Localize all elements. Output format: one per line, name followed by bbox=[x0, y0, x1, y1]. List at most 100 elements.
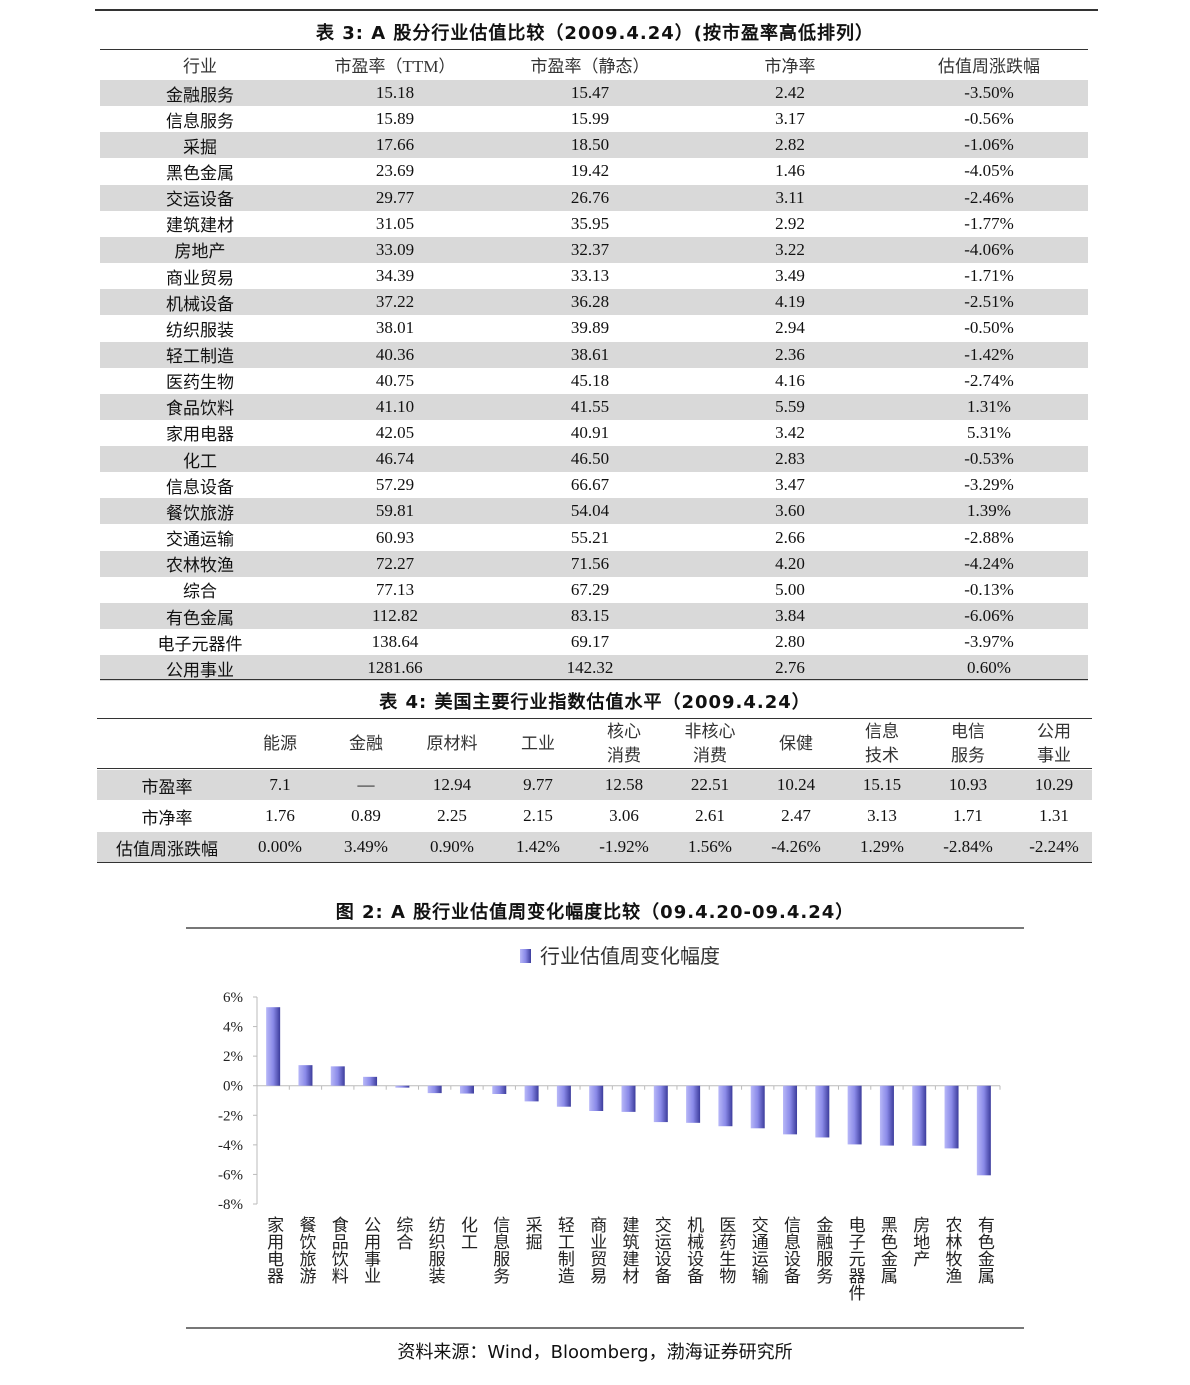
table-cell: -2.84% bbox=[943, 837, 993, 856]
bar bbox=[686, 1085, 701, 1123]
y-tick-label: -8% bbox=[218, 1197, 243, 1213]
table-cell: 3.60 bbox=[775, 501, 805, 521]
chart-title: 图 2: A 股行业估值周变化幅度比较（09.4.20-09.4.24） bbox=[335, 902, 855, 923]
table-row: 家用电器 42.05 40.91 3.42 5.31% bbox=[100, 420, 1088, 446]
table-cell: 138.64 bbox=[371, 632, 419, 652]
table-cell: 55.21 bbox=[570, 527, 610, 547]
table-row: 估值周涨跌幅 0.00% 3.49% 0.90% 1.42% -1.92% 1.56% -4.… bbox=[97, 832, 1092, 862]
x-tick-label: 信息设备 bbox=[780, 1216, 801, 1284]
metric-name: 市净率 bbox=[141, 808, 193, 828]
table3-bottom-rule bbox=[100, 679, 1088, 680]
table-cell: 19.42 bbox=[570, 161, 610, 181]
table-cell: 10.93 bbox=[948, 775, 988, 794]
table4-header-row: 能源 金融 原材料 工业 核心 消费 非核心 消费 保健 信息 技术 电信 服务 公用 事业 bbox=[97, 720, 1092, 768]
table-row: 综合 77.13 67.29 5.00 -0.13% bbox=[100, 577, 1088, 603]
table-cell: 46.74 bbox=[375, 449, 415, 469]
bar bbox=[944, 1085, 959, 1149]
table-row: 建筑建材 31.05 35.95 2.92 -1.77% bbox=[100, 211, 1088, 237]
bar bbox=[363, 1076, 378, 1086]
table-row: 有色金属 112.82 83.15 3.84 -6.06% bbox=[100, 603, 1088, 629]
table-cell: 3.13 bbox=[867, 806, 897, 825]
table-cell: 15.89 bbox=[375, 109, 415, 129]
industry-name: 轻工制造 bbox=[166, 347, 234, 366]
table-cell: 5.00 bbox=[775, 579, 805, 599]
table-cell: 57.29 bbox=[375, 475, 415, 495]
table3-top-rule bbox=[100, 49, 1088, 50]
industry-name: 房地产 bbox=[174, 242, 226, 262]
table-cell: 41.10 bbox=[375, 396, 415, 416]
table-row: 医药生物 40.75 45.18 4.16 -2.74% bbox=[100, 368, 1088, 394]
table-cell: -2.51% bbox=[964, 292, 1014, 312]
table4-header-cell: 能源 bbox=[263, 734, 297, 753]
table-cell: 17.66 bbox=[375, 135, 415, 155]
table-cell: 42.05 bbox=[375, 422, 415, 442]
table-cell: 32.37 bbox=[570, 239, 610, 259]
table-cell: 2.83 bbox=[775, 449, 805, 469]
table-cell: 40.36 bbox=[375, 344, 415, 364]
bar bbox=[653, 1085, 668, 1123]
table-cell: -1.92% bbox=[599, 837, 649, 856]
table-cell: -1.06% bbox=[964, 135, 1014, 155]
x-tick-label: 交运设备 bbox=[651, 1216, 672, 1284]
table-cell: 3.11 bbox=[775, 187, 805, 207]
table-row: 交运设备 29.77 26.76 3.11 -2.46% bbox=[100, 184, 1088, 211]
bar bbox=[492, 1085, 507, 1094]
x-tick-label: 有色金属 bbox=[974, 1216, 995, 1284]
table-cell: -4.06% bbox=[964, 239, 1014, 259]
table-cell: 83.15 bbox=[570, 606, 610, 625]
table-cell: 1.76 bbox=[265, 806, 295, 825]
table-cell: 35.95 bbox=[570, 213, 610, 233]
table-cell: 1.29% bbox=[860, 837, 904, 856]
table-cell: 26.76 bbox=[570, 187, 610, 207]
x-tick-label: 金融服务 bbox=[812, 1216, 833, 1284]
table3-title: 表 3: A 股分行业估值比较（2009.4.24）(按市盈率高低排列） bbox=[315, 23, 875, 44]
table-cell: 34.39 bbox=[375, 266, 415, 286]
table4-header-rule bbox=[97, 768, 1092, 769]
metric-name: 市盈率 bbox=[141, 777, 193, 797]
industry-name: 建筑建材 bbox=[166, 216, 234, 236]
table-cell: 3.22 bbox=[775, 239, 805, 259]
table-cell: -4.05% bbox=[964, 161, 1014, 181]
chart-title-rule bbox=[186, 927, 1024, 929]
table-cell: 5.59 bbox=[775, 396, 805, 416]
table-cell: -0.53% bbox=[964, 449, 1014, 469]
table-cell: -3.29% bbox=[964, 475, 1014, 495]
table-cell: 54.04 bbox=[570, 501, 610, 521]
table-cell: 10.24 bbox=[776, 775, 816, 794]
table-cell: 3.47 bbox=[775, 475, 805, 495]
table-cell: -2.74% bbox=[964, 370, 1014, 390]
x-tick-label: 机械设备 bbox=[683, 1216, 704, 1284]
y-tick-label: 0% bbox=[223, 1079, 243, 1095]
industry-name: 信息设备 bbox=[166, 477, 234, 497]
table-cell: 2.80 bbox=[775, 632, 805, 652]
industry-name: 黑色金属 bbox=[166, 163, 234, 183]
table-cell: 15.99 bbox=[570, 109, 610, 129]
bar bbox=[556, 1085, 571, 1107]
x-tick-label: 农林牧渔 bbox=[942, 1216, 963, 1284]
table-cell: 39.89 bbox=[570, 318, 610, 338]
table-cell: 67.29 bbox=[570, 579, 610, 599]
table-cell: 2.47 bbox=[781, 806, 811, 825]
table-cell: 60.93 bbox=[375, 527, 415, 547]
table-cell: 2.25 bbox=[437, 806, 467, 825]
industry-name: 化工 bbox=[183, 451, 217, 471]
table-cell: 38.61 bbox=[570, 344, 610, 364]
table-cell: 41.55 bbox=[570, 396, 610, 416]
x-tick-label: 医药生物 bbox=[715, 1216, 736, 1284]
table-cell: 142.32 bbox=[566, 658, 614, 678]
industry-name: 信息服务 bbox=[166, 111, 234, 131]
table4-header-cell: 金融 bbox=[349, 734, 383, 753]
table4-header-cell: 工业 bbox=[521, 734, 555, 753]
table-cell: -1.71% bbox=[964, 266, 1014, 286]
bar bbox=[298, 1065, 313, 1086]
top-rule bbox=[95, 9, 1098, 11]
table-row: 公用事业 1281.66 142.32 2.76 0.60% bbox=[100, 655, 1088, 682]
table-cell: 9.77 bbox=[523, 775, 553, 794]
table-row: 农林牧渔 72.27 71.56 4.20 -4.24% bbox=[100, 550, 1088, 577]
table-row: 信息设备 57.29 66.67 3.47 -3.29% bbox=[100, 472, 1088, 498]
table-cell: 1.42% bbox=[516, 837, 560, 856]
table-cell: 3.49% bbox=[344, 837, 388, 856]
table-cell: 1.71 bbox=[953, 806, 983, 825]
legend-swatch bbox=[520, 949, 531, 963]
